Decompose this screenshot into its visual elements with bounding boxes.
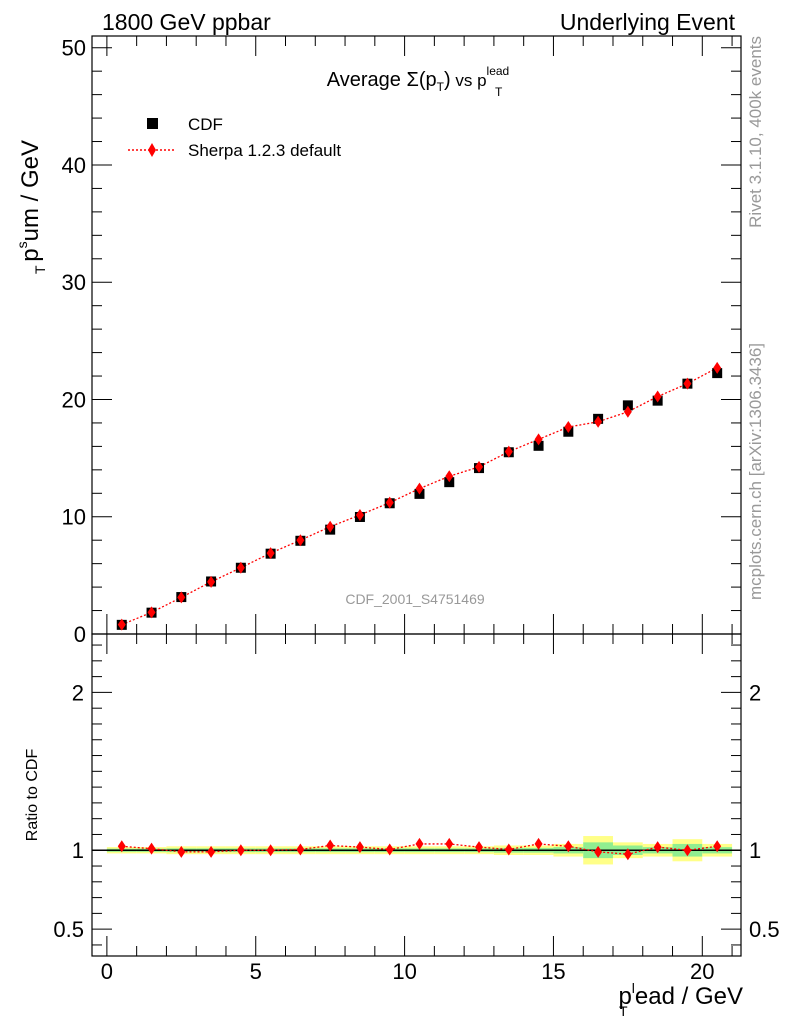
mcplots-label: mcplots.cern.ch [arXiv:1306.3436]	[746, 343, 765, 600]
upper-ylabel: psum / GeV T	[14, 140, 48, 274]
sherpa-point	[385, 496, 394, 509]
sherpa-ratio-point	[147, 842, 156, 855]
y-tick-label: 20	[62, 387, 86, 412]
cdf-point	[622, 400, 633, 411]
sherpa-ratio-point	[653, 841, 662, 854]
legend-cdf-label: CDF	[188, 115, 223, 134]
y-tick-label: 50	[62, 36, 86, 61]
sherpa-point	[266, 547, 275, 560]
ylabel-sub: T	[32, 265, 48, 274]
sherpa-point	[445, 470, 454, 483]
sherpa-ratio-point	[594, 845, 603, 858]
sherpa-ratio-point	[326, 839, 335, 852]
ratio-tick-label-right: 1	[749, 838, 761, 863]
sherpa-point	[147, 606, 156, 619]
sherpa-point	[326, 520, 335, 533]
chart-title-vs-sub: T	[495, 85, 503, 99]
sherpa-point	[594, 415, 603, 428]
legend-sherpa-marker	[148, 143, 156, 157]
y-tick-label: 40	[62, 153, 86, 178]
sherpa-ratio-point	[713, 840, 722, 853]
x-tick-label: 0	[101, 959, 113, 984]
chart-title-sigma-sub: T	[437, 80, 445, 94]
svg-text:plead / GeV: plead / GeV	[618, 980, 743, 1010]
lower-axis-ticks: 0 5 10 15 20 0.5 0.5 1 1 2 2	[53, 634, 780, 984]
chart-title-vs-sup: lead	[487, 64, 510, 78]
sherpa-point	[504, 445, 513, 458]
sherpa-point	[683, 377, 692, 390]
sherpa-point	[564, 421, 573, 434]
sherpa-point	[177, 591, 186, 604]
legend-sherpa-label: Sherpa 1.2.3 default	[188, 141, 341, 160]
y-tick-label: 30	[62, 270, 86, 295]
ylabel-rest: um / GeV	[17, 140, 44, 241]
chart-title-vs: vs p	[451, 71, 487, 90]
ratio-tick-label-right: 2	[749, 680, 761, 705]
legend: CDF Sherpa 1.2.3 default	[128, 115, 341, 160]
ratio-tick-label-right: 0.5	[749, 917, 780, 942]
header-left: 1800 GeV ppbar	[102, 9, 271, 35]
chart-title-sigma: Σ(p	[406, 69, 436, 91]
sherpa-point	[207, 575, 216, 588]
lower-plot-frame	[91, 633, 742, 957]
sherpa-ratio-point	[445, 837, 454, 850]
xlabel-sub: T	[619, 1003, 628, 1019]
sherpa-point	[534, 433, 543, 446]
sherpa-ratio-point	[623, 848, 632, 861]
sherpa-point	[713, 361, 722, 374]
sherpa-ratio-point	[683, 844, 692, 857]
xlabel-rest: ead / GeV	[635, 983, 743, 1010]
ratio-tick-label-left: 1	[72, 838, 84, 863]
header-right: Underlying Event	[560, 9, 736, 35]
sherpa-point	[623, 405, 632, 418]
y-tick-label: 10	[62, 505, 86, 530]
sherpa-ratio-point	[207, 845, 216, 858]
x-tick-label: 20	[690, 959, 714, 984]
sherpa-point	[653, 390, 662, 403]
x-tick-label: 5	[250, 959, 262, 984]
ratio-tick-label-left: 0.5	[53, 917, 84, 942]
xlabel-sup: l	[632, 980, 635, 996]
sherpa-ratio-point	[266, 844, 275, 857]
cdf-point	[533, 440, 544, 451]
ratio-tick-label-left: 2	[72, 680, 84, 705]
ratio-ylabel: Ratio to CDF	[24, 749, 41, 842]
upper-axis-ticks: 0 10 20 30 40 50	[62, 36, 741, 647]
sherpa-ratio-point	[236, 844, 245, 857]
sherpa-point	[415, 482, 424, 495]
xlabel-main: p	[618, 983, 631, 1010]
sherpa-point	[117, 618, 126, 631]
sherpa-ratio-point	[415, 837, 424, 850]
sherpa-ratio-point	[296, 843, 305, 856]
analysis-id: CDF_2001_S4751469	[345, 591, 485, 607]
xlabel: plead / GeV T	[618, 980, 743, 1019]
sherpa-ratio-point	[534, 837, 543, 850]
y-tick-label: 0	[74, 622, 86, 647]
svg-text:psum / GeV: psum / GeV	[14, 140, 44, 262]
chart-title-main: Average	[327, 69, 407, 91]
ylabel-sup: s	[14, 241, 30, 248]
ratio-data-points	[117, 837, 722, 861]
sherpa-point	[236, 561, 245, 574]
sherpa-ratio-point	[475, 841, 484, 854]
sherpa-point	[296, 534, 305, 547]
x-tick-label: 10	[392, 959, 416, 984]
rivet-label: Rivet 3.1.10, 400k events	[746, 36, 765, 228]
sherpa-ratio-point	[504, 843, 513, 856]
x-tick-label: 15	[541, 959, 565, 984]
chart-title-sigma-close: )	[444, 69, 451, 91]
sherpa-point	[355, 508, 364, 521]
chart-title: Average Σ(pT) vs plead	[327, 64, 509, 94]
upper-data-points	[116, 361, 723, 631]
sherpa-ratio-point	[117, 840, 126, 853]
ylabel-main: p	[17, 248, 44, 261]
sherpa-ratio-point	[177, 845, 186, 858]
sherpa-ratio-point	[564, 840, 573, 853]
sherpa-ratio-point	[355, 841, 364, 854]
legend-cdf-marker	[147, 118, 158, 129]
sherpa-point	[475, 460, 484, 473]
sherpa-ratio-point	[385, 843, 394, 856]
